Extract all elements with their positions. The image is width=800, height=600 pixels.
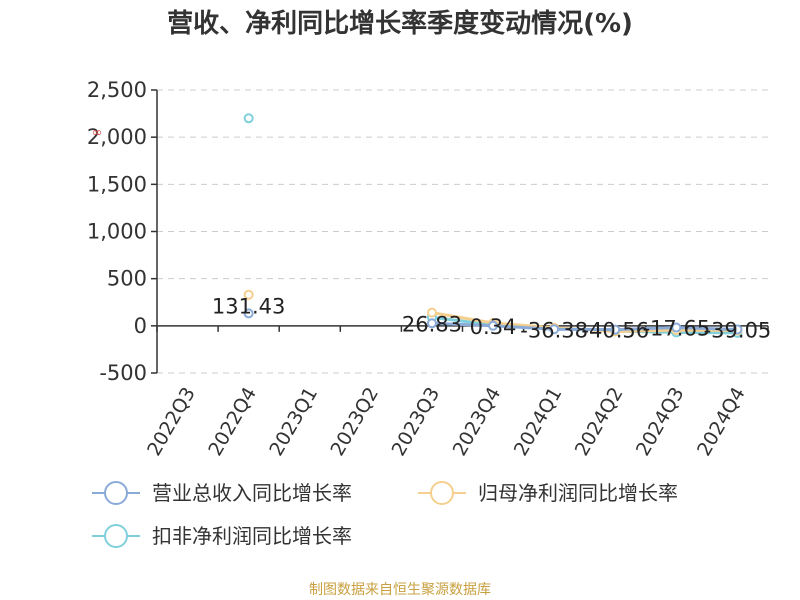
series-point-0	[488, 320, 499, 331]
x-tick-label: 2023Q2	[326, 384, 383, 460]
series-point-1	[426, 307, 437, 318]
legend-label: 归母净利润同比增长率	[478, 481, 678, 505]
y-tick-label: 500	[107, 267, 147, 291]
legend-label: 营业总收入同比增长率	[152, 481, 352, 505]
series-point-1	[243, 289, 254, 300]
series-point-0	[732, 324, 743, 335]
legend-marker-icon	[430, 481, 454, 505]
x-tick-label: 2024Q2	[571, 384, 628, 460]
data-label: -40.56	[581, 319, 649, 343]
x-tick-label: 2024Q3	[632, 384, 689, 460]
series-line-0	[431, 321, 738, 332]
x-tick-label: 2022Q4	[204, 384, 261, 460]
y-tick-label: -500	[99, 361, 147, 385]
legend-marker-icon	[104, 481, 128, 505]
legend-item[interactable]: 营业总收入同比增长率	[92, 481, 352, 505]
data-labels: 131.43 26.83 0.34 -36.38-40.56-17.65-39.05	[212, 294, 771, 342]
series-point-0	[610, 324, 621, 335]
y-tick-label: 1,000	[87, 220, 147, 244]
chart-title: 营收、净利同比增长率季度变动情况(%)	[167, 8, 633, 39]
y-tick-label: 2,500	[87, 78, 147, 102]
series-point-0	[243, 308, 254, 319]
legend-marker-icon	[104, 524, 128, 548]
legend-item[interactable]: 扣非净利润同比增长率	[92, 524, 352, 548]
legend-label: 扣非净利润同比增长率	[152, 524, 352, 548]
series-point-0	[671, 322, 682, 333]
data-label: 26.83	[402, 312, 462, 336]
x-tick-label: 2024Q1	[510, 384, 567, 460]
x-axis: 2022Q3 2022Q4 2023Q1 2023Q2 2023Q3 2023Q4 2024…	[143, 325, 769, 460]
x-tick-label: 2024Q4	[693, 384, 750, 460]
data-label: -36.38	[520, 318, 588, 342]
source-note: 制图数据来自恒生聚源数据库	[309, 582, 491, 598]
x-tick-label: 2023Q4	[449, 384, 506, 460]
legend-item[interactable]: 归母净利润同比增长率	[418, 481, 678, 505]
y-tick-label: 1,500	[87, 172, 147, 196]
x-tick-label: 2022Q3	[143, 384, 200, 460]
series-point-0	[549, 324, 560, 335]
data-label: 131.43	[212, 294, 285, 318]
x-tick-label: 2023Q3	[388, 384, 445, 460]
series-layer: ∞	[92, 113, 743, 338]
data-label: -39.05	[704, 319, 772, 343]
data-label: -17.65	[642, 316, 710, 340]
y-axis: -500 0 500 1,000 1,500 2,000 2,500	[87, 78, 158, 385]
y-tick-label: 0	[134, 314, 147, 338]
x-tick-label: 2023Q1	[265, 384, 322, 460]
series-point-2	[243, 113, 254, 124]
y-tick-label: 2,000	[87, 125, 147, 149]
data-label: 0.34	[470, 315, 517, 339]
outlier-marker: ∞	[92, 125, 103, 140]
grid	[157, 89, 768, 374]
series-point-0	[426, 318, 437, 329]
